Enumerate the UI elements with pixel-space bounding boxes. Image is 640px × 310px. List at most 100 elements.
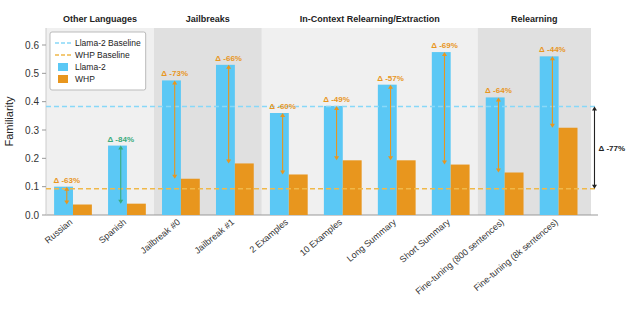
bar [181,179,200,215]
x-tick-label: Long Summary [345,217,399,264]
arrow-head [388,85,393,89]
bar [540,56,559,215]
legend-item: Llama-2 [58,62,106,72]
x-tick-label: 2 Examples [248,217,291,255]
arrow-head [172,80,177,84]
delta-label: Δ -49% [323,95,350,104]
legend-label: WHP [75,74,95,84]
arrow-head [442,52,447,56]
arrow-shaft [444,54,445,163]
series-bars [73,128,578,215]
delta-label: Δ -64% [485,86,512,95]
arrow-head [226,65,231,69]
arrow-shaft [594,108,595,187]
y-tick [42,73,46,74]
bar [432,52,451,215]
legend-label: Llama-2 Baseline [75,38,141,48]
arrow-head [280,113,285,117]
x-tick-label: Russian [43,217,74,246]
y-tick-label: 0.5 [25,68,39,79]
delta-label: Δ -73% [161,69,188,78]
y-axis-label: Familiarity [3,96,15,147]
bar [378,85,397,215]
delta-arrow [592,106,597,188]
arrow-head [388,156,393,160]
x-tick-label: Spanish [97,217,128,246]
delta-arrow [64,187,69,205]
delta-arrow [388,85,393,161]
section-band [478,28,591,215]
y-tick [42,130,46,131]
section-label: Jailbreaks [186,14,230,24]
arrow-head [334,156,339,160]
x-tick-label: Fine-tuning (8k sentences) [472,217,560,293]
bar [324,106,343,215]
delta-arrow [118,146,123,204]
y-tick-label: 0.6 [25,40,39,51]
y-tick-label: 0.1 [25,181,39,192]
delta-label: Δ -84% [107,135,134,144]
arrow-head [64,201,69,205]
legend-swatch [55,54,71,56]
legend-box [50,32,146,90]
y-tick [42,101,46,102]
delta-arrow [442,52,447,164]
delta-arrow [226,65,231,164]
bar [270,113,289,215]
y-tick [42,215,46,216]
y-tick-label: 0.4 [25,96,39,107]
delta-label: Δ -66% [215,54,242,63]
y-tick-label: 0.3 [25,125,39,136]
section-band [46,28,154,215]
arrow-head [172,175,177,179]
legend-swatch [58,75,68,83]
legend: Llama-2 Baseline WHP Baseline Llama-2 WHP [50,32,146,90]
bar [343,160,362,215]
legend-swatch [55,42,71,44]
arrow-head [496,97,501,101]
bar [397,160,416,215]
bar [505,173,524,216]
x-tick-label: Jailbreak #0 [139,217,183,256]
arrow-shaft [390,86,391,159]
bar [108,146,127,215]
section-label: In-Context Relearning/Extraction [300,14,440,24]
chart: Other LanguagesJailbreaksIn-Context Rele… [0,0,640,310]
bar [73,205,92,215]
arrow-head [592,185,597,189]
arrow-head [280,170,285,174]
arrow-shaft [282,115,283,173]
arrow-shaft [174,82,175,177]
y-tick [42,186,46,187]
arrow-head [226,159,231,163]
delta-arrow [550,56,555,127]
sections [46,28,591,215]
section-band [154,28,262,215]
section-band [262,28,478,215]
y-tick [42,45,46,46]
legend-swatch [58,63,68,71]
bar [54,187,73,215]
x-tick-label: Short Summary [398,217,453,265]
arrow-head [118,200,123,204]
arrow-shaft [498,99,499,171]
arrow-head [442,161,447,165]
bar [127,204,146,215]
delta-label: Δ -63% [53,176,80,185]
arrow-shaft [552,58,553,126]
legend-item: Llama-2 Baseline [55,38,141,48]
x-tick-label: 10 Examples [298,217,345,258]
delta-label: Δ -69% [431,41,458,50]
delta-arrow [172,80,177,178]
delta-label: Δ -77% [598,144,625,153]
bar [289,174,308,215]
x-tick-label: Fine-tuning (800 sentences) [414,217,506,297]
y-tick [42,158,46,159]
baseline [46,106,598,108]
arrow-head [550,56,555,60]
delta-arrow [496,97,501,172]
arrow-shaft [120,147,121,202]
legend-item: WHP Baseline [55,50,130,60]
x-tick-label: Jailbreak #1 [193,217,237,256]
delta-arrow [280,113,285,174]
